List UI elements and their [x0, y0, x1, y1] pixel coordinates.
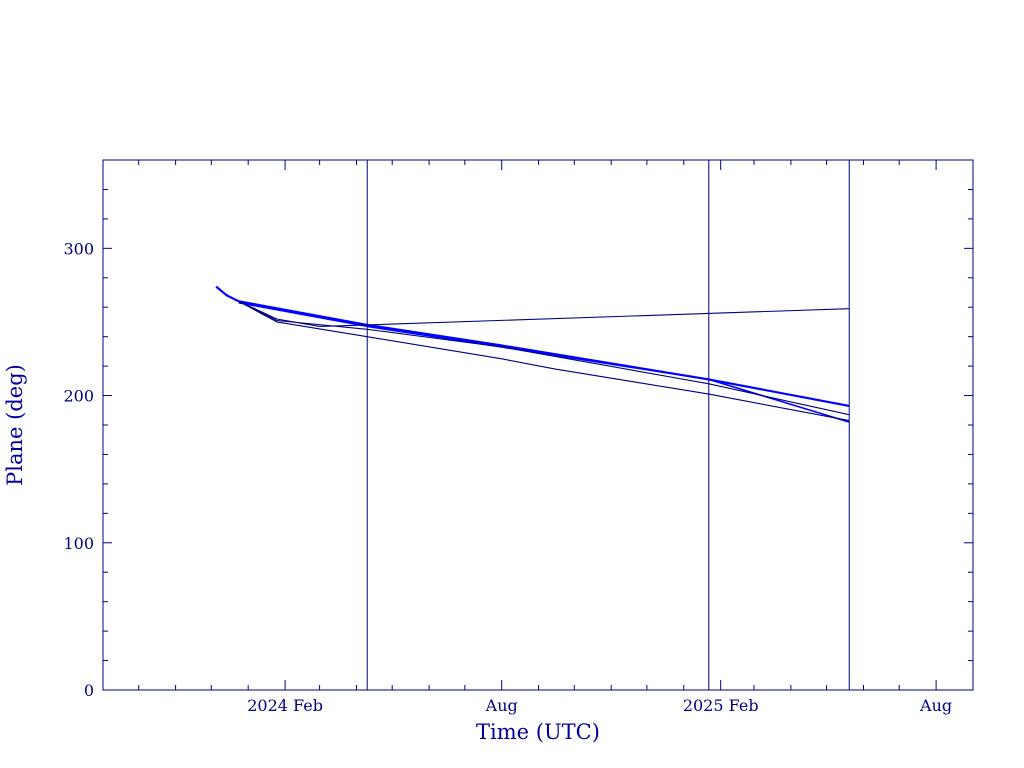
x-tick-label: 2024 Feb	[247, 696, 323, 715]
x-tick-label: Aug	[919, 696, 952, 715]
y-tick-label: 0	[84, 681, 94, 700]
plot-frame	[102, 159, 974, 691]
x-axis-title: Time (UTC)	[476, 720, 600, 744]
series-line-4	[238, 300, 850, 422]
y-tick-label: 100	[63, 534, 94, 553]
y-axis-title: Plane (deg)	[3, 364, 27, 486]
y-tick-label: 200	[63, 387, 94, 406]
series-group	[215, 285, 850, 423]
x-tick-label: 2025 Feb	[683, 696, 759, 715]
series-line-5	[238, 300, 850, 416]
axis-ticks	[103, 160, 973, 691]
vertical-markers	[366, 160, 850, 690]
series-line-3	[238, 300, 850, 327]
series-line-1	[215, 285, 850, 407]
x-tick-label: Aug	[485, 696, 518, 715]
tick-labels: 0 100 200 300 2024 Feb Aug 2025 Feb Aug	[63, 239, 952, 715]
series-line-2	[238, 302, 850, 423]
y-tick-label: 300	[63, 239, 94, 258]
